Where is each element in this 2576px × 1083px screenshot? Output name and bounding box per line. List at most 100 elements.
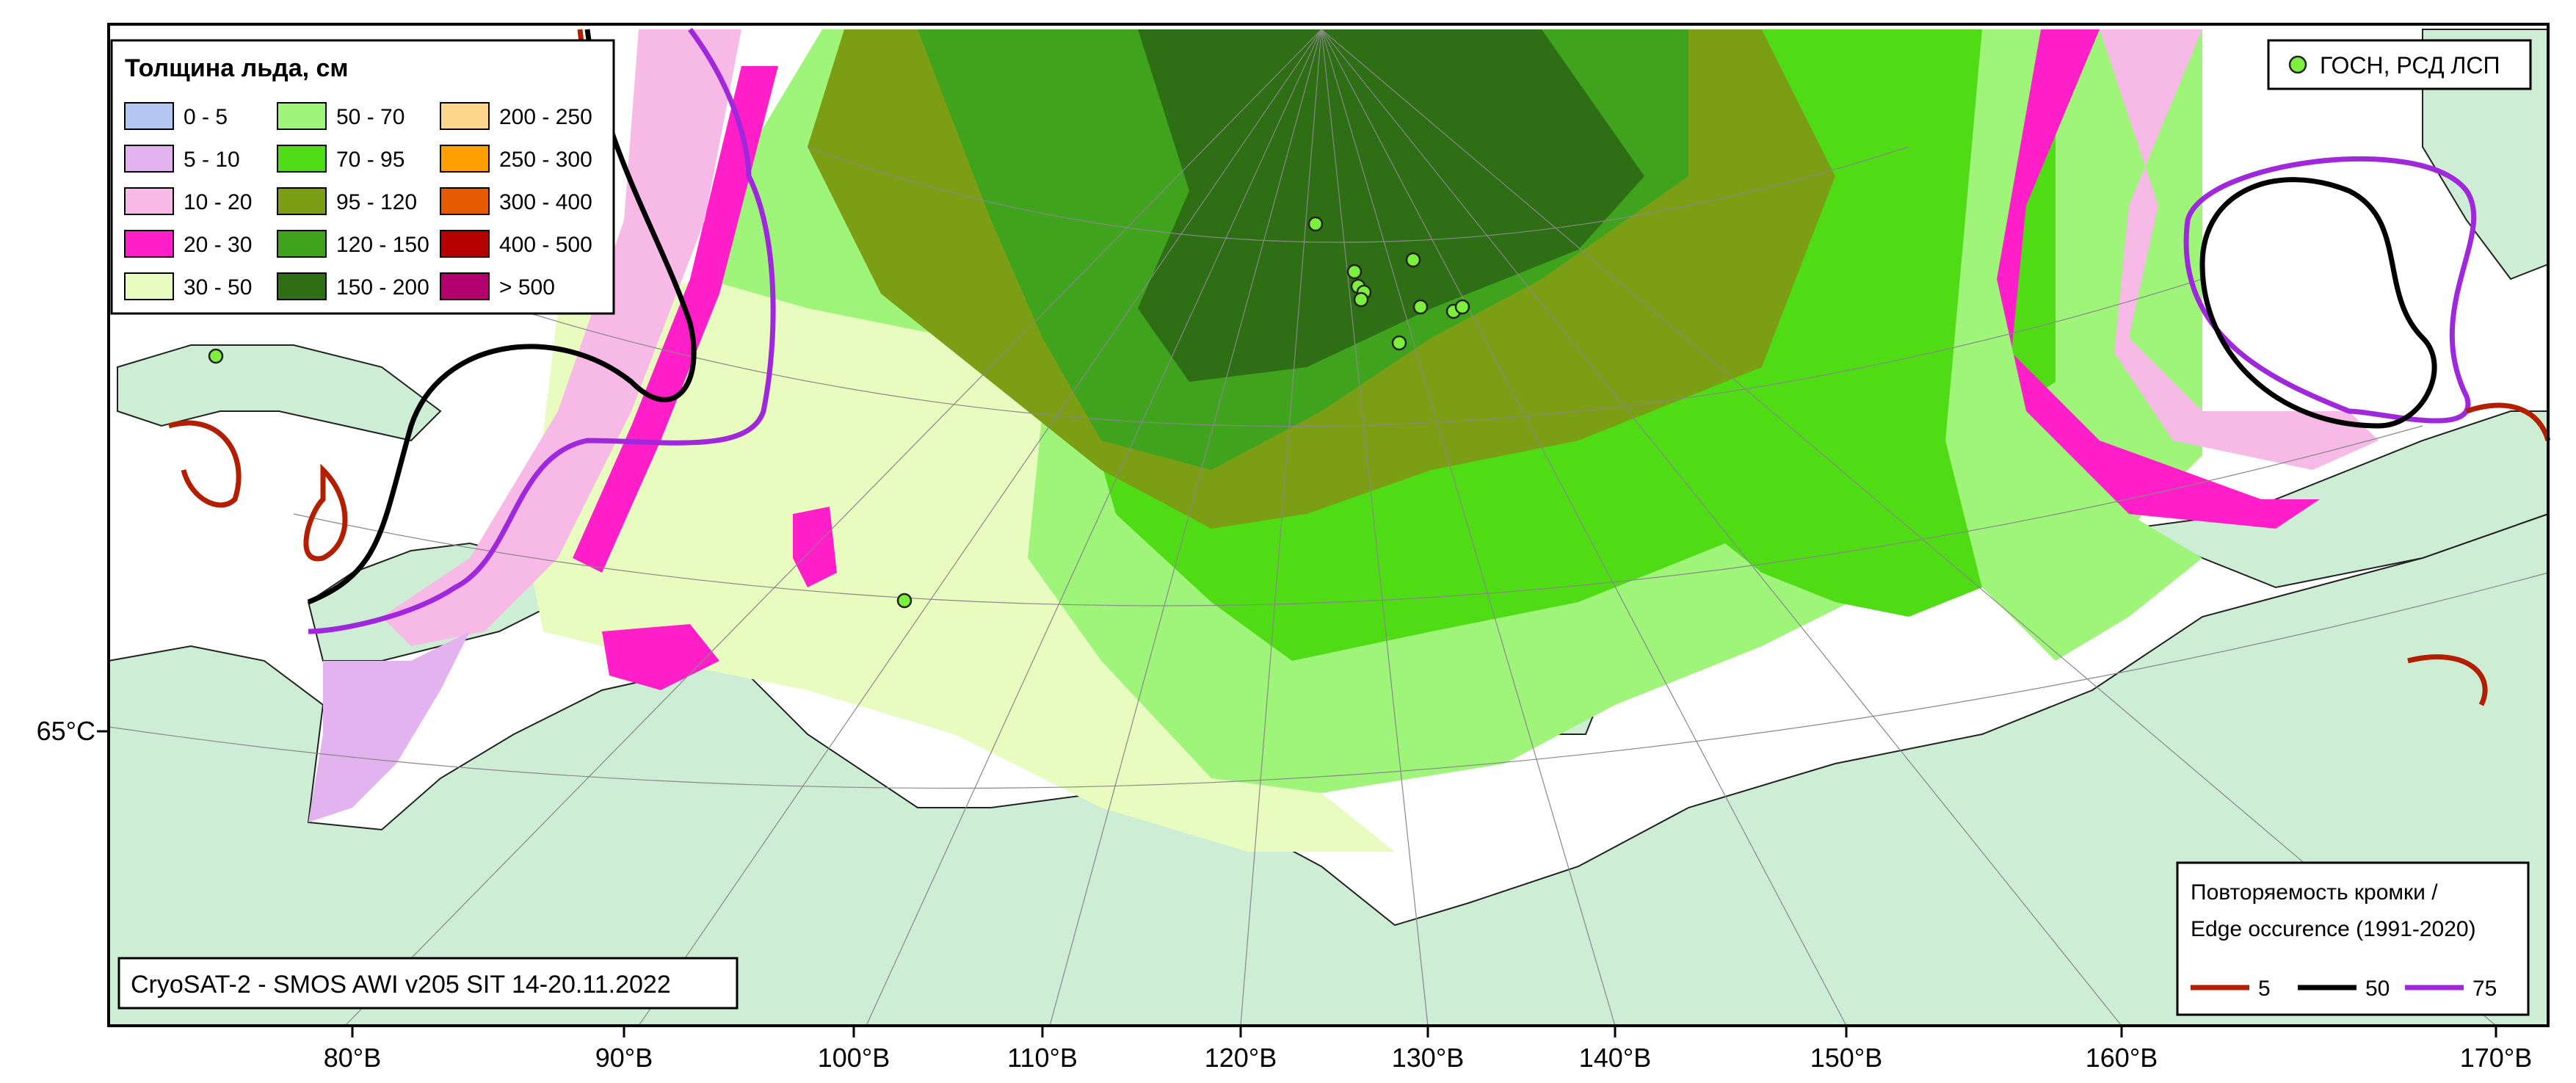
station-marker [1405,252,1421,268]
ice-20-30-west-strip [573,66,778,573]
longitude-label: 80°В [324,1043,381,1073]
station-marker [1454,299,1470,315]
thickness-swatch [440,272,490,300]
thickness-label: 70 - 95 [336,148,404,172]
thickness-swatch [124,272,174,300]
meridian-160 [1321,29,2122,1026]
meridian-80 [344,29,1322,1026]
thickness-swatch [124,145,174,173]
meridian-100 [866,29,1322,1026]
thickness-label: 50 - 70 [336,105,404,129]
edge-line-75-east [2183,156,2477,424]
longitude-labels: 80°В 90°В 100°В 110°В 120°В 130°В 140°В 150°В 16… [324,1026,2532,1073]
thickness-swatch [124,230,174,258]
meridian-140 [1321,29,1616,1026]
station-marker [1412,299,1429,315]
source-label-box [117,957,739,1010]
thickness-label: 250 - 300 [499,148,592,172]
station-marker [208,348,224,364]
station-marker [1353,291,1369,308]
ice-50-70-east-belt [1945,29,2202,661]
thickness-legend-box [110,39,615,315]
thickness-label: 150 - 200 [336,275,429,300]
edge-line-50-east [2199,177,2437,429]
thickness-label: 95 - 120 [336,190,417,214]
meridian-110 [1049,29,1322,1026]
station-legend: ГОСН, РСД ЛСП [2267,39,2532,90]
latitude-label: 65°С [37,716,95,746]
meridian-130 [1321,29,1429,1026]
longitude-label: 140°В [1579,1043,1651,1073]
stations [208,216,1470,609]
edge-line-5-west-small [168,420,242,508]
edge-legend-label: 5 [2258,977,2271,1001]
thickness-swatch [440,145,490,173]
thickness-swatch [440,102,490,130]
edge-isolines [168,27,2551,706]
map-frame [107,23,2550,1027]
longitude-label: 120°В [1205,1043,1277,1073]
axis-labels: 65°С 80°В 90°В 100°В 110°В 120°В 130°В 140°В 15… [37,716,2533,1073]
source-label-group: CryoSAT-2 - SMOS AWI v205 SIT 14-20.11.2… [117,957,739,1010]
station-legend-box [2267,39,2532,90]
thickness-label: 10 - 20 [184,190,252,214]
longitude-label: 130°В [1392,1043,1464,1073]
longitude-label: 100°В [818,1043,890,1073]
longitude-label: 170°В [2460,1043,2532,1073]
station-marker [896,593,913,609]
edge-legend: Повторяемость кромки / Edge occurence (1… [2176,861,2530,1016]
thickness-label: 30 - 50 [184,275,252,300]
thickness-swatch [124,102,174,130]
thickness-label: 20 - 30 [184,233,252,257]
meridian-150 [1321,29,1847,1026]
source-label: CryoSAT-2 - SMOS AWI v205 SIT 14-20.11.2… [131,971,671,999]
parallel-75 [513,278,2203,427]
thickness-swatch [124,187,174,215]
edge-line-5-east [2407,402,2551,706]
edge-line-5-west [303,463,348,562]
ice-30-50-belt [529,279,1395,852]
land-novaya-zemlya [117,344,442,442]
edge-legend-items: 5 50 75 [2191,977,2497,1001]
thickness-label: 300 - 400 [499,190,592,214]
graticule [108,29,2549,1026]
thickness-label: 120 - 150 [336,233,429,257]
ice-5-10-west [308,631,470,822]
thickness-swatch [277,102,327,130]
thickness-swatch [277,187,327,215]
longitude-label: 110°В [1007,1043,1078,1073]
thickness-label: 400 - 500 [499,233,592,257]
thickness-swatch [277,145,327,173]
thickness-label: 0 - 5 [184,105,228,129]
station-legend-label: ГОСН, РСД ЛСП [2320,52,2500,79]
longitude-label: 150°В [1810,1043,1882,1073]
edge-legend-label: 75 [2472,977,2497,1001]
thickness-label: 5 - 10 [184,148,240,172]
thickness-swatch [440,230,490,258]
thickness-legend-title: Толщина льда, см [125,54,349,82]
edge-line-75-west [308,27,776,634]
longitude-label: 90°В [595,1043,653,1073]
longitude-label: 160°В [2086,1043,2158,1073]
meridian-170 [1321,29,2497,1026]
thickness-swatch [277,272,327,300]
parallel-70 [293,425,2423,606]
thickness-label: > 500 [499,275,555,300]
station-legend-marker [2288,55,2307,74]
map-area [107,23,2551,1027]
thickness-legend: Толщина льда, см 0 - 5 5 - 10 10 - 20 20 - … [110,39,615,315]
thickness-swatch [440,187,490,215]
edge-legend-title-line2: Edge occurence (1991-2020) [2191,917,2476,941]
thickness-label: 200 - 250 [499,105,592,129]
edge-legend-label: 50 [2365,977,2390,1001]
ice-10-20-west-band [382,29,741,646]
ice-20-30-small-patch [793,507,837,587]
meridian-120 [1240,29,1322,1026]
meridian-90 [638,29,1322,1026]
ice-70-95-large-block [1688,29,1982,617]
thickness-swatch [277,230,327,258]
edge-line-50-west [307,29,697,605]
parallel-65 [108,572,2549,789]
station-marker [1346,264,1363,280]
